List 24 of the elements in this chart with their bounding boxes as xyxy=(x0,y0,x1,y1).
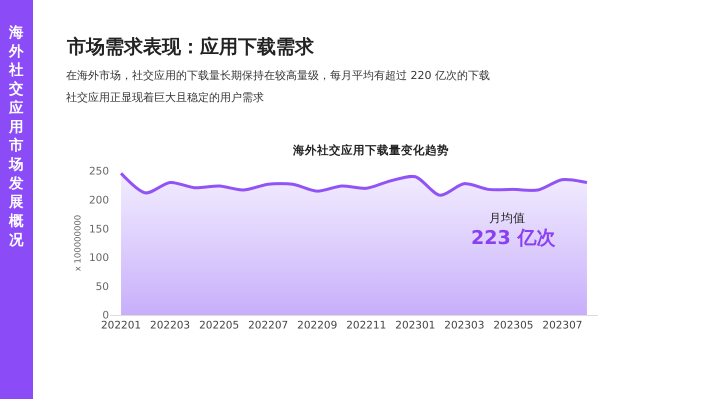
annotation: 223 亿次 xyxy=(471,227,556,249)
annotation: 月均值 xyxy=(489,211,525,225)
x-tick-label: 202303 xyxy=(444,320,484,332)
y-tick-label: 200 xyxy=(88,194,109,206)
y-tick-label: 0 xyxy=(102,310,109,322)
y-tick-label: 150 xyxy=(88,223,109,236)
text: 社交应用正显现着巨大且稳定的用户需求 xyxy=(66,91,264,104)
x-tick-label: 202307 xyxy=(542,320,582,332)
y-tick-label: 50 xyxy=(96,280,109,293)
text: 海外社交应用市场发展概况 xyxy=(9,25,24,248)
y-axis-title: x 100000000 xyxy=(73,214,84,272)
y-tick-label: 100 xyxy=(88,252,109,264)
y-tick-label: 250 xyxy=(88,166,109,178)
x-tick-label: 202203 xyxy=(150,320,190,332)
x-tick-label: 202205 xyxy=(199,320,240,332)
x-tick-label: 202209 xyxy=(297,320,338,332)
x-tick-label: 202301 xyxy=(395,320,436,332)
x-tick-label: 202207 xyxy=(248,320,288,332)
x-tick-label: 202211 xyxy=(346,320,386,332)
text: 海外社交应用下载量变化趋势 xyxy=(292,143,449,157)
x-tick-label: 202305 xyxy=(493,320,534,332)
chart-title: 市场需求表现：应用下载需求 xyxy=(66,36,315,58)
chart-subtitle: 在海外市场，社交应用的下载量长期保持在较高量级，每月平均有超过 220 亿次的下载 xyxy=(66,69,490,82)
x-tick-label: 202201 xyxy=(100,320,142,332)
